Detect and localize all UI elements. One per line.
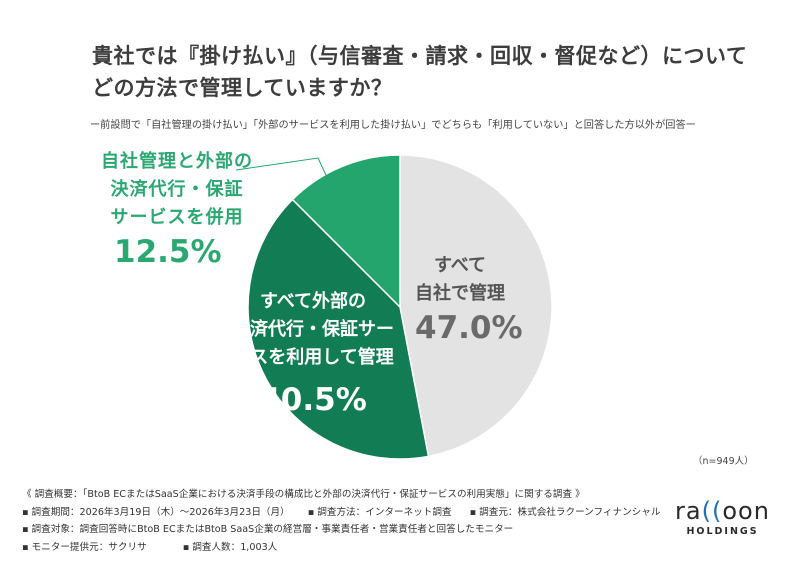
leader-line-both	[235, 157, 333, 189]
logo-holdings: HOLDINGS	[686, 526, 759, 537]
slice-label-both-line-3: サービスを併用	[110, 207, 244, 228]
pie-slice-self	[399, 154, 553, 458]
slice-label-self: すべて 自社で管理 47.0%	[415, 252, 523, 348]
slice-label-external-line-2: 決済代行・保証サー	[232, 319, 394, 340]
pie-slice-both	[291, 154, 401, 309]
slice-label-self-line-1: すべて	[433, 255, 487, 276]
slice-label-external: すべて外部の 決済代行・保証サー ビスを利用して管理 40.5%	[218, 288, 408, 420]
survey-method: ▪ 調査方法：インターネット調査	[307, 506, 452, 518]
slice-label-both-line-1: 自社管理と外部の	[101, 151, 253, 172]
slice-label-self-line-2: 自社で管理	[415, 283, 505, 304]
slice-value-self: 47.0%	[415, 310, 523, 346]
survey-footer: 《 調査概要：「BtoB ECまたはSaaS企業における決済手段の構成比と外部の…	[22, 486, 660, 556]
survey-provider: ▪ モニター提供元：サクリサ	[22, 541, 147, 553]
slice-value-both: 12.5%	[114, 234, 222, 270]
title-line-2: どの方法で管理していますか？	[92, 76, 393, 100]
raccoon-holdings-logo: ra((oon HOLDINGS	[665, 498, 780, 537]
pie-slice-external	[247, 198, 430, 460]
title-line-1: 貴社では『掛け払い』（与信審査・請求・回収・督促など）について	[92, 44, 748, 68]
logo-wordmark: ra((oon	[675, 497, 770, 525]
slice-label-external-line-1: すべて外部の	[259, 291, 367, 312]
chart-subtitle: ー前設問で「自社管理の掛け払い」「外部のサービスを利用した掛け払い」でどちらも「…	[90, 120, 696, 131]
slice-value-external: 40.5%	[259, 382, 367, 418]
slice-label-both: 自社管理と外部の 決済代行・保証 サービスを併用 12.5%	[62, 148, 292, 272]
sample-size-note: （n=949人）	[693, 456, 754, 467]
survey-count: ▪ 調査人数：1,003人	[182, 541, 278, 553]
survey-target: ▪ 調査対象：調査回答時にBtoB ECまたはBtoB SaaS企業の経営層・事…	[22, 524, 514, 535]
survey-period: ▪ 調査期間：2026年3月19日（木）～2026年3月23日（月）	[22, 506, 290, 518]
survey-summary: 《 調査概要：「BtoB ECまたはSaaS企業における決済手段の構成比と外部の…	[22, 489, 585, 500]
chart-title: 貴社では『掛け払い』（与信審査・請求・回収・督促など）について どの方法で管理し…	[92, 40, 772, 104]
survey-org: ▪ 調査元：株式会社ラクーンフィナンシャル	[469, 506, 661, 518]
slice-label-both-line-2: 決済代行・保証	[110, 179, 244, 200]
slice-label-external-line-3: ビスを利用して管理	[232, 347, 394, 368]
